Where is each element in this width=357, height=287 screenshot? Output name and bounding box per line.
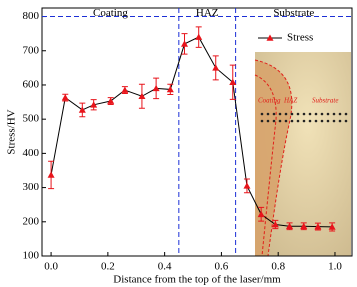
data-point [107, 97, 115, 104]
y-tick-label: 100 [23, 250, 40, 262]
y-tick-label: 500 [23, 113, 40, 125]
x-tick-label: 0.0 [44, 261, 58, 273]
data-point [300, 222, 308, 230]
data-point [78, 106, 86, 113]
region-label: Coating [93, 7, 128, 19]
data-point [166, 85, 174, 93]
data-point [195, 33, 203, 40]
data-point [257, 210, 265, 218]
data-point [271, 221, 279, 228]
region-label: HAZ [196, 7, 219, 19]
x-tick-label: 0.8 [271, 261, 285, 273]
series-line [50, 36, 333, 228]
inset-label: HAZ [283, 97, 297, 105]
data-point [90, 101, 98, 108]
region-label: Substrate [273, 7, 314, 19]
legend-marker [266, 34, 274, 41]
data-point [121, 86, 129, 93]
data-point [61, 94, 69, 101]
data-point [47, 171, 55, 178]
data-point [229, 78, 237, 86]
y-tick-label: 800 [23, 10, 40, 22]
data-point [314, 223, 322, 230]
data-point [181, 40, 189, 47]
x-tick-label: 0.2 [101, 261, 115, 273]
data-point [328, 223, 336, 230]
data-point [212, 64, 220, 71]
data-point [138, 92, 146, 100]
legend-label: Stress [287, 32, 313, 44]
x-axis-label: Distance from the top of the laser/mm [113, 274, 281, 286]
data-point [152, 84, 160, 92]
y-tick-label: 400 [23, 147, 40, 159]
data-point [286, 222, 294, 230]
x-tick-label: 0.6 [215, 261, 229, 273]
plot-frame [41, 7, 353, 257]
inset-label: Substrate [312, 97, 338, 105]
y-tick-label: 300 [23, 181, 40, 193]
x-tick-label: 0.4 [158, 261, 172, 273]
data-point [243, 182, 251, 189]
y-tick-label: 600 [23, 78, 40, 90]
x-tick-label: 1.0 [328, 261, 342, 273]
y-tick-label: 700 [23, 44, 40, 56]
y-tick-label: 200 [23, 215, 40, 227]
inset-label: Coating [258, 97, 281, 105]
y-axis-label: Stress/HV [6, 109, 18, 154]
